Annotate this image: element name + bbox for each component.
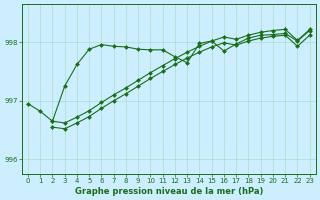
X-axis label: Graphe pression niveau de la mer (hPa): Graphe pression niveau de la mer (hPa) bbox=[75, 187, 263, 196]
